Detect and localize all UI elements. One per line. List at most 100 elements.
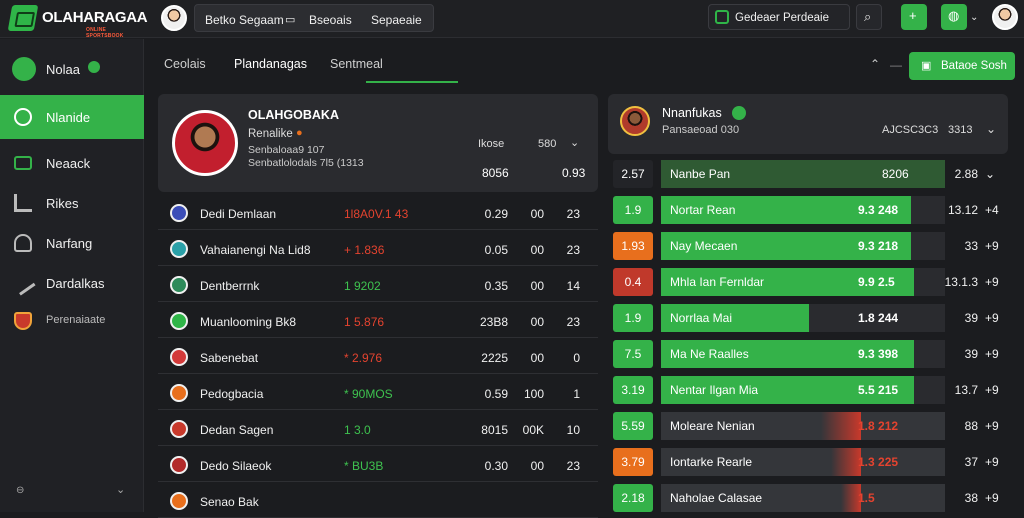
market-row[interactable]: 1.9 Nortar Rean 9.3 248 13.12 +4 [608,192,1008,228]
sidebar-item-club[interactable]: Perenaiaate [0,299,144,343]
odds-draw[interactable]: 00 [530,315,544,329]
add-selection-icon[interactable]: +9 [985,239,999,253]
odds-home[interactable]: 2225 [481,351,508,365]
market-odds[interactable]: 37 [964,455,978,469]
add-selection-icon[interactable]: +9 [985,383,999,397]
settings-icon[interactable]: ⊖ [16,485,25,496]
odds-away[interactable]: 23 [566,207,580,221]
odds-away[interactable]: 23 [566,243,580,257]
add-selection-icon[interactable]: +9 [985,311,999,325]
table-row[interactable]: Dedo Silaeok * BU3B 0.30 00 23 [158,448,598,482]
market-row[interactable]: 3.19 Nentar Ilgan Mia 5.5 215 13.7 +9 [608,372,1008,408]
odds-home[interactable]: 8015 [481,423,508,437]
market-odds[interactable]: 38 [964,491,978,505]
sidebar-item-edit[interactable]: Dardalkas [0,261,144,305]
market-row[interactable]: 5.59 Moleare Nenian 1.8 212 88 +9 [608,408,1008,444]
chevron-down-icon[interactable]: ⌄ [986,122,997,136]
chevron-down-icon[interactable]: ⌄ [970,12,979,23]
market-odds[interactable]: 13.12 [947,203,978,217]
brand-logo[interactable]: OLAHARAGAA ONLINE SPORTSBOOK [7,5,148,39]
odds-home[interactable]: 0.05 [484,243,508,257]
market-odds[interactable]: 88 [964,419,978,433]
odds-draw[interactable]: 00 [530,279,544,293]
market-number[interactable]: 1.93 [613,232,653,260]
market-odds[interactable]: 33 [964,239,978,253]
table-row[interactable]: Senao Bak [158,484,598,518]
odds-home[interactable]: 23B8 [479,315,508,329]
market-row[interactable]: 7.5 Ma Ne Raalles 9.3 398 39 +9 [608,336,1008,372]
add-selection-icon[interactable]: +9 [985,419,999,433]
market-number[interactable]: 2.18 [613,484,653,512]
table-row[interactable]: Pedogbacia * 90MOS 0.59 100 1 [158,376,598,410]
table-row[interactable]: Dedi Demlaan 1l8A0V.1 43 0.29 00 23 [158,196,598,230]
sidebar-item-stats[interactable]: Rikes [0,181,144,225]
sidebar-item-football[interactable]: Nlanide [0,95,144,139]
market-row[interactable]: 3.79 Iontarke Rearle 1.3 225 37 +9 [608,444,1008,480]
tab-matches[interactable]: Plandanagas [234,57,307,71]
search-button[interactable]: ⌕ [856,4,882,30]
odds-away[interactable]: 1 [573,387,580,401]
chevron-up-icon[interactable]: ⌃ [870,57,881,71]
odds-home[interactable]: 0.59 [484,387,508,401]
team-name: Senao Bak [200,495,259,509]
tab-settings[interactable]: Sentmeal [330,57,383,71]
market-row[interactable]: 0.4 Mhla Ian Fernldar 9.9 2.5 13.1.3 +9 [608,264,1008,300]
odds-home[interactable]: 0.29 [484,207,508,221]
chevron-down-icon[interactable]: ⌄ [985,167,996,181]
table-row[interactable]: Muanlooming Bk8 1 5.876 23B8 00 23 [158,304,598,338]
table-row[interactable]: Dedan Sagen 1 3.0 8015 00K 10 [158,412,598,446]
sidebar-item-live[interactable]: Nolaa [0,47,144,91]
odds-draw[interactable]: 00 [530,243,544,257]
odds-away[interactable]: 14 [566,279,580,293]
add-selection-icon[interactable]: +4 [985,203,999,217]
table-row[interactable]: Vahaianengi Na Lid8 + 1.836 0.05 00 23 [158,232,598,266]
odds-draw[interactable]: 00 [530,351,544,365]
table-row[interactable]: Dentberrnk 1 9202 0.35 00 14 [158,268,598,302]
tab-overview[interactable]: Ceolais [164,57,206,71]
market-row[interactable]: 2.18 Naholae Calasae 1.5 38 +9 [608,480,1008,516]
market-value: 9.9 2.5 [858,275,895,289]
deposit-button[interactable]: Gedeaer Perdeaie [708,4,850,30]
odds-draw[interactable]: 100 [523,387,544,401]
add-selection-icon[interactable]: +9 [985,491,999,505]
odds-away[interactable]: 0 [573,351,580,365]
odds-home[interactable]: 0.35 [484,279,508,293]
deposit-label: Gedeaer Perdeaie [735,12,829,24]
odds-draw[interactable]: 00 [530,459,544,473]
chevron-down-icon[interactable]: ⌄ [570,137,580,149]
market-number[interactable]: 0.4 [613,268,653,296]
odds-away[interactable]: 10 [566,423,580,437]
market-odds[interactable]: 39 [964,347,978,361]
market-number[interactable]: 1.9 [613,196,653,224]
market-odds[interactable]: 13.1.3 [944,275,978,289]
odds-away[interactable]: 23 [566,315,580,329]
market-row[interactable]: 1.93 Nay Mecaen 9.3 218 33 +9 [608,228,1008,264]
add-selection-icon[interactable]: +9 [985,275,999,289]
profile-avatar[interactable] [992,4,1018,30]
add-selection-icon[interactable]: +9 [985,347,999,361]
market-odds[interactable]: 13.7 [954,383,978,397]
market-odds[interactable]: 39 [964,311,978,325]
market-number[interactable]: 7.5 [613,340,653,368]
search-bar[interactable]: Betko Segaam ▭ Bseoais Sepaeaie [194,4,434,32]
market-bar-fill [661,196,911,224]
market-number[interactable]: 3.79 [613,448,653,476]
market-number[interactable]: 5.59 [613,412,653,440]
odds-draw[interactable]: 00K [522,423,544,437]
notifications-button[interactable]: ◍ [941,4,967,30]
table-row[interactable]: Sabenebat * 2.976 2225 00 0 [158,340,598,374]
avatar[interactable] [161,5,187,31]
chevron-down-icon[interactable]: ⌄ [116,484,126,496]
sidebar-item-support[interactable]: Narfang [0,221,144,265]
market-row[interactable]: 1.9 Norrlaa Mai 1.8 244 39 +9 [608,300,1008,336]
market-number[interactable]: 3.19 [613,376,653,404]
add-button[interactable]: + [901,4,927,30]
market-number[interactable]: 1.9 [613,304,653,332]
odds-away[interactable]: 23 [566,459,580,473]
bet-slip-button[interactable]: ▣ Bataoe Sosh [909,52,1015,80]
sidebar-item-cards[interactable]: Neaack [0,141,144,185]
add-selection-icon[interactable]: +9 [985,455,999,469]
odds-home[interactable]: 0.30 [484,459,508,473]
odds-draw[interactable]: 00 [530,207,544,221]
market-header-row[interactable]: 2.57 Nanbe Pan 8206 2.88 ⌄ [608,156,1008,192]
